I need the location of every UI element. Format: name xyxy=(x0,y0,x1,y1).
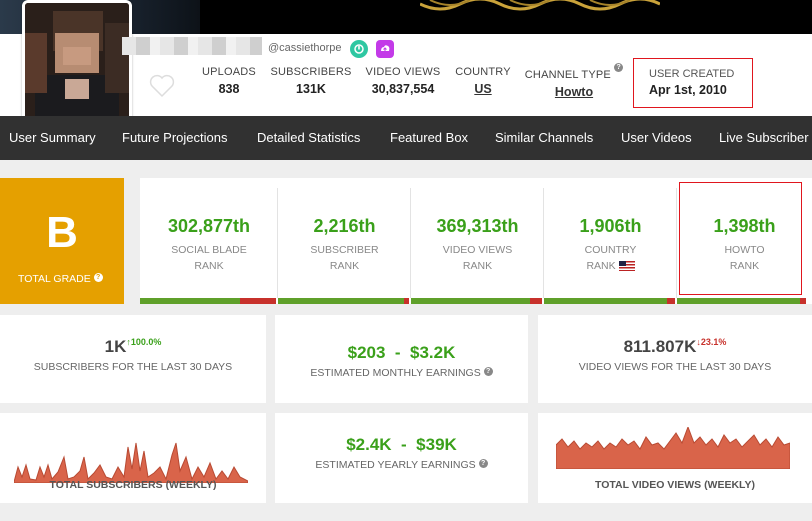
views-weekly-chart xyxy=(556,427,790,469)
rank-value: 1,398th xyxy=(713,216,776,236)
stat-value: 131K xyxy=(296,82,326,96)
monthly-low: $203 xyxy=(347,343,386,362)
user-created-value: Apr 1st, 2010 xyxy=(649,83,727,97)
views-weekly-chart-card: TOTAL VIDEO VIEWS (WEEKLY) xyxy=(538,413,812,503)
grade-label: TOTAL GRADE xyxy=(18,273,91,285)
help-icon[interactable]: ? xyxy=(93,273,103,282)
subs-30-days-card: 1K↑100.0% SUBSCRIBERS FOR THE LAST 30 DA… xyxy=(0,315,266,403)
upload-icon[interactable] xyxy=(376,40,394,58)
help-icon[interactable]: ? xyxy=(478,459,488,468)
rank-value: 369,313th xyxy=(436,216,519,236)
rank-social-blade: 302,877th SOCIAL BLADE RANK xyxy=(140,178,278,304)
nav-future-projections[interactable]: Future Projections xyxy=(122,130,228,145)
rank-bar xyxy=(677,298,806,304)
nav-live-subscriber[interactable]: Live Subscriber xyxy=(719,130,809,145)
rank-country: 1,906th COUNTRY RANK xyxy=(544,178,677,304)
stat-value: 30,837,554 xyxy=(371,82,435,96)
stat-country: COUNTRY US xyxy=(452,66,514,96)
stat-subscribers: SUBSCRIBERS 131K xyxy=(268,66,354,96)
rank-bar xyxy=(278,298,409,304)
us-flag-icon xyxy=(618,261,635,272)
rank-label: COUNTRY xyxy=(584,244,637,256)
yearly-earnings-card: $2.4K - $39K ESTIMATED YEARLY EARNINGS ? xyxy=(275,413,528,503)
section-nav: User Summary Future Projections Detailed… xyxy=(0,116,812,160)
views-30-change: ↓23.1% xyxy=(696,337,727,347)
nav-user-videos[interactable]: User Videos xyxy=(621,130,692,145)
monthly-sep: - xyxy=(394,343,401,362)
total-grade-card: B TOTAL GRADE ? xyxy=(0,178,124,304)
banner-ornament xyxy=(420,0,660,11)
rank-label: RANK xyxy=(586,260,616,272)
channel-header: @cassiethorpe UPLOADS 838 SUBSCRIBERS 13… xyxy=(0,0,812,140)
subs-weekly-chart xyxy=(14,442,248,483)
views-30-value: 811.807K xyxy=(623,337,697,356)
youtube-link-icon[interactable] xyxy=(350,40,368,58)
stat-value: 838 xyxy=(218,82,240,96)
rank-video-views: 369,313th VIDEO VIEWS RANK xyxy=(411,178,544,304)
rank-subscriber: 2,216th SUBSCRIBER RANK xyxy=(278,178,411,304)
help-icon[interactable]: ? xyxy=(483,367,493,376)
country-link[interactable]: US xyxy=(474,82,492,96)
subs-weekly-chart-card: TOTAL SUBSCRIBERS (WEEKLY) xyxy=(0,413,266,503)
user-created-label: USER CREATED xyxy=(649,68,735,80)
subs-chart-title: TOTAL SUBSCRIBERS (WEEKLY) xyxy=(49,479,217,491)
stat-label: SUBSCRIBERS xyxy=(270,66,352,78)
rank-value: 302,877th xyxy=(167,216,251,236)
rank-value: 1,906th xyxy=(579,216,642,236)
stat-label: VIDEO VIEWS xyxy=(365,66,441,78)
channel-handle: @cassiethorpe xyxy=(268,42,342,54)
heart-icon[interactable] xyxy=(148,72,176,100)
grade-letter: B xyxy=(46,208,78,257)
rank-cards: 302,877th SOCIAL BLADE RANK 2,216th SUBSC… xyxy=(140,178,812,304)
monthly-high: $3.2K xyxy=(410,343,456,362)
subs-30-label: SUBSCRIBERS FOR THE LAST 30 DAYS xyxy=(33,361,233,373)
rank-bar xyxy=(140,298,276,304)
rank-label: RANK xyxy=(329,260,360,272)
stat-channel-type: CHANNEL TYPE ? Howto xyxy=(524,63,624,99)
rank-howto: 1,398th HOWTO RANK xyxy=(677,178,812,304)
nav-detailed-statistics[interactable]: Detailed Statistics xyxy=(257,130,361,145)
rank-label: RANK xyxy=(194,260,224,272)
channel-type-link[interactable]: Howto xyxy=(554,85,594,99)
rank-label: RANK xyxy=(729,260,760,272)
rank-bar xyxy=(411,298,542,304)
stat-uploads: UPLOADS 838 xyxy=(200,66,258,96)
user-created-box: USER CREATED Apr 1st, 2010 xyxy=(633,58,753,108)
yearly-high: $39K xyxy=(416,435,457,454)
views-30-label: VIDEO VIEWS FOR THE LAST 30 DAYS xyxy=(578,361,772,373)
nav-similar-channels[interactable]: Similar Channels xyxy=(495,130,594,145)
stat-video-views: VIDEO VIEWS 30,837,554 xyxy=(364,66,442,96)
nav-user-summary[interactable]: User Summary xyxy=(9,130,96,145)
stat-label: COUNTRY xyxy=(455,66,511,78)
rank-label: SUBSCRIBER xyxy=(310,244,379,256)
monthly-earnings-card: $203 - $3.2K ESTIMATED MONTHLY EARNINGS … xyxy=(275,315,528,403)
help-icon[interactable]: ? xyxy=(614,63,624,72)
rank-value: 2,216th xyxy=(313,216,376,236)
yearly-low: $2.4K xyxy=(346,435,392,454)
rank-label: RANK xyxy=(462,260,493,272)
subs-30-change: ↑100.0% xyxy=(126,337,162,347)
views-30-days-card: 811.807K↓23.1% VIDEO VIEWS FOR THE LAST … xyxy=(538,315,812,403)
rank-label: HOWTO xyxy=(724,244,765,256)
rank-label: VIDEO VIEWS xyxy=(442,244,513,256)
rank-label: SOCIAL BLADE xyxy=(171,244,247,256)
views-chart-title: TOTAL VIDEO VIEWS (WEEKLY) xyxy=(594,479,756,491)
yearly-sep: - xyxy=(401,435,407,454)
monthly-label: ESTIMATED MONTHLY EARNINGS xyxy=(310,367,481,379)
nav-featured-box[interactable]: Featured Box xyxy=(390,130,469,145)
subs-30-value: 1K xyxy=(104,337,127,356)
yearly-label: ESTIMATED YEARLY EARNINGS xyxy=(315,459,476,471)
stat-label: CHANNEL TYPE xyxy=(524,69,611,81)
stat-label: UPLOADS xyxy=(202,66,256,78)
channel-name-blurred xyxy=(122,37,262,55)
highlight-box xyxy=(679,182,802,295)
rank-bar xyxy=(544,298,675,304)
